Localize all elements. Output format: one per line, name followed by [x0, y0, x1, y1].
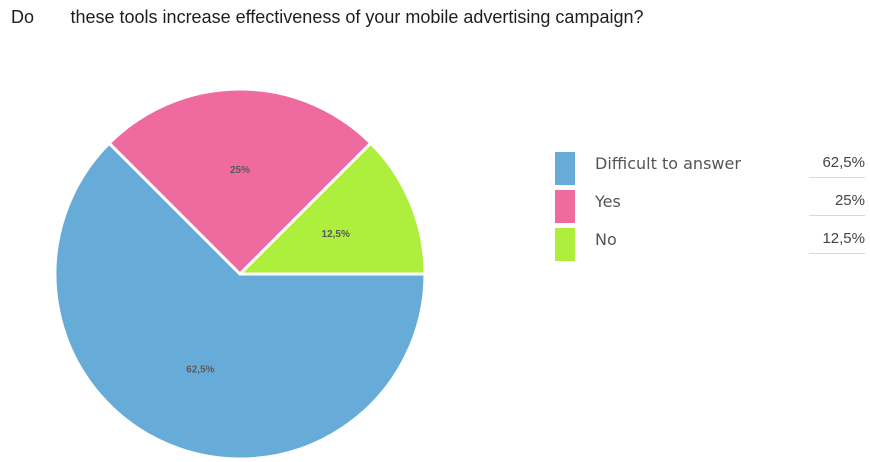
- legend-item-yes: Yes 25%: [555, 185, 865, 223]
- pie-slice-no: [238, 141, 427, 276]
- legend-swatch-difficult: [555, 152, 575, 185]
- legend-value: 12,5%: [809, 230, 865, 254]
- slice-label-no: 12,5%: [322, 229, 350, 240]
- legend-value: 62,5%: [809, 154, 865, 178]
- chart-title-prefix: Do: [11, 7, 35, 27]
- legend-item-no: No 12,5%: [555, 223, 865, 261]
- legend-item-difficult: Difficult to answer 62,5%: [555, 147, 865, 185]
- legend-label: No: [595, 230, 617, 249]
- slice-labels: 62,5% 25% 12,5%: [186, 165, 350, 375]
- legend-value: 25%: [809, 192, 865, 216]
- chart-title-main: these tools increase effectiveness of yo…: [70, 7, 644, 27]
- legend-label: Yes: [595, 192, 621, 211]
- pie-slice-difficult: [53, 141, 427, 461]
- chart-legend: Difficult to answer 62,5% Yes 25% No 12,…: [555, 147, 865, 261]
- legend-label: Difficult to answer: [595, 154, 741, 173]
- pie-slice-yes: [107, 87, 373, 276]
- slice-label-yes: 25%: [230, 165, 250, 176]
- legend-swatch-no: [555, 228, 575, 261]
- slice-label-difficult: 62,5%: [186, 364, 214, 375]
- legend-swatch-yes: [555, 190, 575, 223]
